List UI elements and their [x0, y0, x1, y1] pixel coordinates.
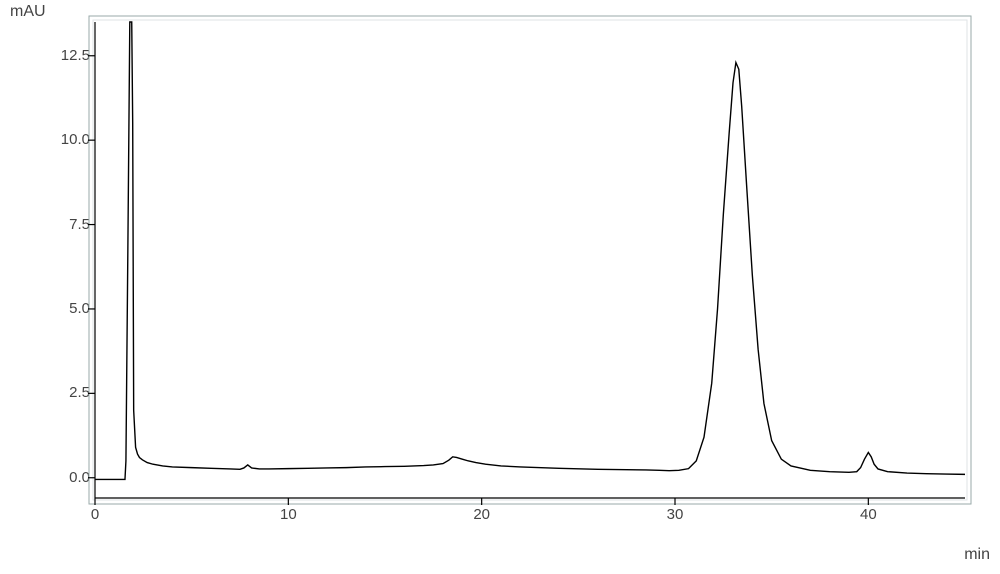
inner-frame: [93, 20, 967, 500]
chart-svg: [0, 0, 1000, 574]
axes-group: [88, 22, 965, 505]
chart-stage: mAU min 0.0 2.5 5.0 7.5 10.0 12.5 0 10 2…: [0, 0, 1000, 574]
outer-frame: [89, 16, 971, 504]
chromatogram-trace: [95, 22, 965, 479]
